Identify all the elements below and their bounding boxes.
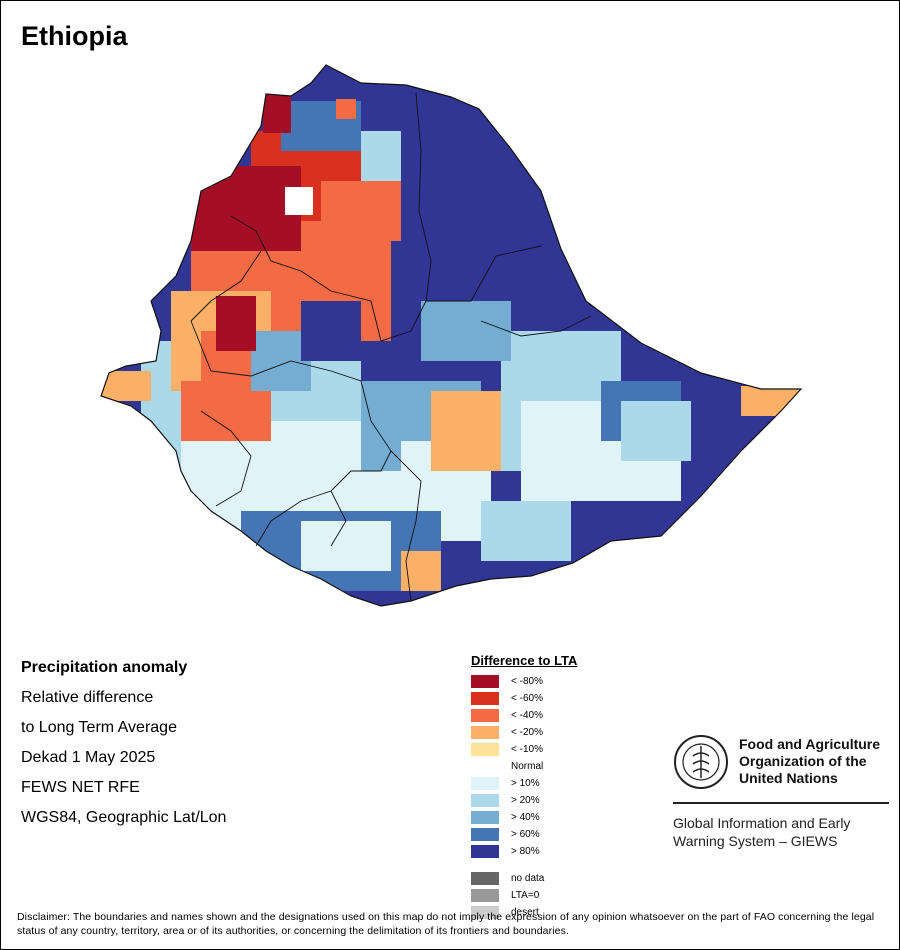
map-title: Ethiopia: [21, 21, 128, 51]
legend-swatch: [471, 845, 499, 858]
legend-swatch: [471, 675, 499, 688]
info-line-projection: WGS84, Geographic Lat/Lon: [21, 809, 227, 826]
legend-swatch: [471, 828, 499, 841]
legend-swatch: [471, 811, 499, 824]
boundary-line: [330, 490, 347, 547]
boundary-line: [415, 92, 432, 302]
legend-item: < -80%: [471, 673, 577, 690]
field-patch: [361, 131, 401, 181]
legend-items: < -80% < -60% < -40% < -20% < -10% Normal > 10…: [471, 673, 577, 860]
field-patch: [621, 401, 691, 461]
disclaimer-text: Disclaimer: The boundaries and names sho…: [17, 911, 875, 937]
legend-swatch: [471, 692, 499, 705]
legend-swatch: [471, 889, 499, 902]
legend-extra-items: no data LTA=0 desert: [471, 870, 577, 921]
legend-item: desert: [471, 904, 577, 921]
boundary-line: [480, 315, 592, 337]
field-patch: [263, 93, 291, 133]
legend-label: > 10%: [511, 778, 540, 789]
legend-label: desert: [511, 907, 539, 918]
field-patch: [431, 391, 501, 471]
legend-swatch: [471, 760, 499, 773]
legend-item: > 60%: [471, 826, 577, 843]
field-patch: [741, 386, 801, 416]
legend-swatch: [471, 872, 499, 885]
legend-label: > 40%: [511, 812, 540, 823]
info-line-period: Dekad 1 May 2025: [21, 749, 156, 766]
legend-label: < -60%: [511, 693, 543, 704]
legend-item: > 80%: [471, 843, 577, 860]
legend-item: < -10%: [471, 741, 577, 758]
info-line-variable: Precipitation anomaly: [21, 659, 188, 676]
map-legend: Difference to LTA < -80% < -60% < -40% < -2…: [471, 653, 577, 921]
field-patch: [301, 521, 391, 571]
boundary-line: [390, 450, 422, 602]
field-patch: [321, 181, 401, 241]
legend-label: Normal: [511, 761, 544, 772]
legend-swatch: [471, 743, 499, 756]
legend-item: Normal: [471, 758, 577, 775]
legend-swatch: [471, 777, 499, 790]
anomaly-map: [100, 64, 802, 607]
legend-item: no data: [471, 870, 577, 887]
legend-item: < -20%: [471, 724, 577, 741]
field-patch: [336, 99, 356, 119]
legend-item: > 10%: [471, 775, 577, 792]
info-line-measure: Relative difference: [21, 689, 154, 706]
legend-label: < -80%: [511, 676, 543, 687]
legend-label: > 80%: [511, 846, 540, 857]
legend-item: < -40%: [471, 707, 577, 724]
legend-label: < -20%: [511, 727, 543, 738]
legend-label: > 20%: [511, 795, 540, 806]
field-patch: [285, 187, 313, 215]
info-line-source: FEWS NET RFE: [21, 779, 140, 796]
fao-logo: [674, 735, 728, 789]
field-patch: [421, 301, 511, 361]
boundary-line: [426, 245, 542, 302]
legend-label: > 60%: [511, 829, 540, 840]
legend-title: Difference to LTA: [471, 653, 578, 668]
boundary-line: [190, 250, 262, 322]
field-patch: [191, 166, 301, 251]
giews-name: Global Information and Early Warning Sys…: [673, 815, 851, 849]
legend-item: < -60%: [471, 690, 577, 707]
legend-swatch: [471, 726, 499, 739]
boundary-line: [200, 410, 252, 507]
map-info: Precipitation anomaly Relative differenc…: [21, 657, 226, 837]
legend-swatch: [471, 906, 499, 919]
boundary-line: [255, 420, 392, 547]
boundary-line: [190, 320, 372, 422]
boundary-line: [230, 215, 427, 342]
legend-item: > 40%: [471, 809, 577, 826]
field-patch: [216, 296, 256, 351]
info-line-reference: to Long Term Average: [21, 719, 177, 736]
field-patch: [101, 371, 151, 401]
legend-label: LTA=0: [511, 890, 540, 901]
legend-item: > 20%: [471, 792, 577, 809]
legend-item: LTA=0: [471, 887, 577, 904]
fao-divider: [673, 802, 889, 804]
field-patch: [481, 501, 571, 561]
admin-boundaries: [190, 92, 592, 602]
fao-org-name: Food and Agriculture Organization of the…: [739, 736, 881, 786]
legend-label: no data: [511, 873, 545, 884]
legend-label: < -40%: [511, 710, 543, 721]
legend-label: < -10%: [511, 744, 543, 755]
legend-swatch: [471, 709, 499, 722]
legend-swatch: [471, 794, 499, 807]
field-patch: [301, 301, 361, 361]
